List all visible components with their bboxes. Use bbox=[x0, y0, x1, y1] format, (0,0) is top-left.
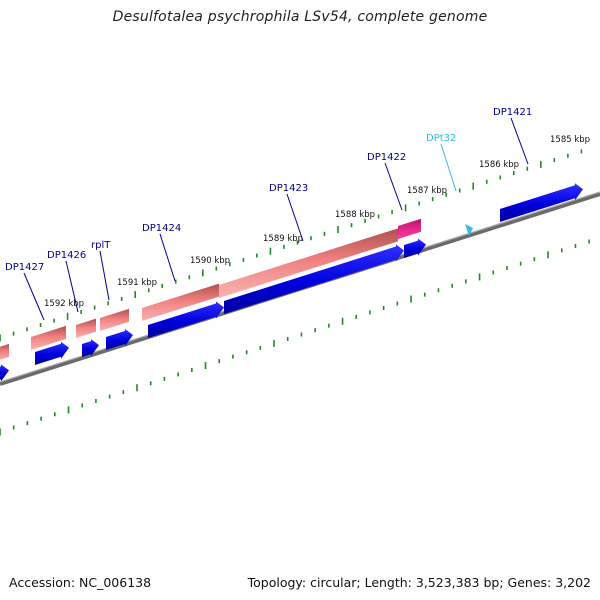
feature-labels: 1592 kbp 1591 kbp 1590 kbp 1589 kbp 1588 kbp… bbox=[5, 107, 590, 321]
rna-feature-bar bbox=[142, 283, 219, 321]
rna-feature-bar bbox=[100, 308, 129, 331]
rna-feature-bar bbox=[0, 343, 9, 360]
gene-label-dp1424[interactable]: DP1424 bbox=[142, 223, 181, 234]
gene-leader-line bbox=[65, 260, 79, 313]
cds-arrow bbox=[404, 238, 426, 258]
gene-leader-line bbox=[510, 117, 529, 165]
ruler-label: 1590 kbp bbox=[190, 256, 230, 266]
gene-leader-line bbox=[23, 272, 45, 321]
cds-arrow bbox=[500, 183, 583, 222]
rna-feature-bar bbox=[219, 228, 398, 298]
gene-label-dp1426[interactable]: DP1426 bbox=[47, 250, 86, 261]
cds-arrow bbox=[148, 301, 224, 338]
gene-leader-line bbox=[286, 193, 304, 242]
accession-label: Accession: NC_006138 bbox=[9, 575, 152, 590]
genome-title: Desulfotalea psychrophila LSv54, complet… bbox=[112, 9, 488, 25]
ruler-label: 1592 kbp bbox=[44, 299, 84, 309]
genome-summary: Topology: circular; Length: 3,523,383 bp… bbox=[247, 575, 591, 590]
ruler-label: 1587 kbp bbox=[407, 186, 447, 196]
gene-label-dp1422[interactable]: DP1422 bbox=[367, 152, 406, 163]
gene-leader-line bbox=[440, 143, 457, 192]
cds-arrow bbox=[106, 328, 133, 350]
gene-label-rplt[interactable]: rplT bbox=[91, 240, 111, 251]
cds-arrow bbox=[82, 339, 99, 357]
ruler-label: 1591 kbp bbox=[117, 278, 157, 288]
rna-feature-bar bbox=[76, 318, 96, 338]
cds-arrow bbox=[0, 364, 9, 382]
ruler-label: 1585 kbp bbox=[550, 135, 590, 145]
tick-marks bbox=[0, 149, 590, 436]
gene-label-dp1427[interactable]: DP1427 bbox=[5, 262, 44, 273]
gene-leader-line bbox=[99, 250, 110, 301]
ruler-label: 1586 kbp bbox=[479, 160, 519, 170]
rna-feature-bar bbox=[31, 325, 66, 350]
cds-arrow bbox=[35, 341, 69, 365]
feature-track bbox=[0, 183, 583, 382]
trna-marker bbox=[465, 224, 473, 236]
cds-arrow bbox=[224, 244, 404, 314]
ruler-label: 1588 kbp bbox=[335, 210, 375, 220]
highlighted-feature-bar bbox=[398, 218, 421, 239]
ruler-label: 1589 kbp bbox=[263, 234, 303, 244]
gene-leader-line bbox=[384, 162, 403, 211]
gene-leader-line bbox=[159, 233, 176, 282]
gene-label-dpt32[interactable]: DPt32 bbox=[426, 133, 456, 144]
gene-label-dp1423[interactable]: DP1423 bbox=[269, 183, 308, 194]
gene-label-dp1421[interactable]: DP1421 bbox=[493, 107, 532, 118]
